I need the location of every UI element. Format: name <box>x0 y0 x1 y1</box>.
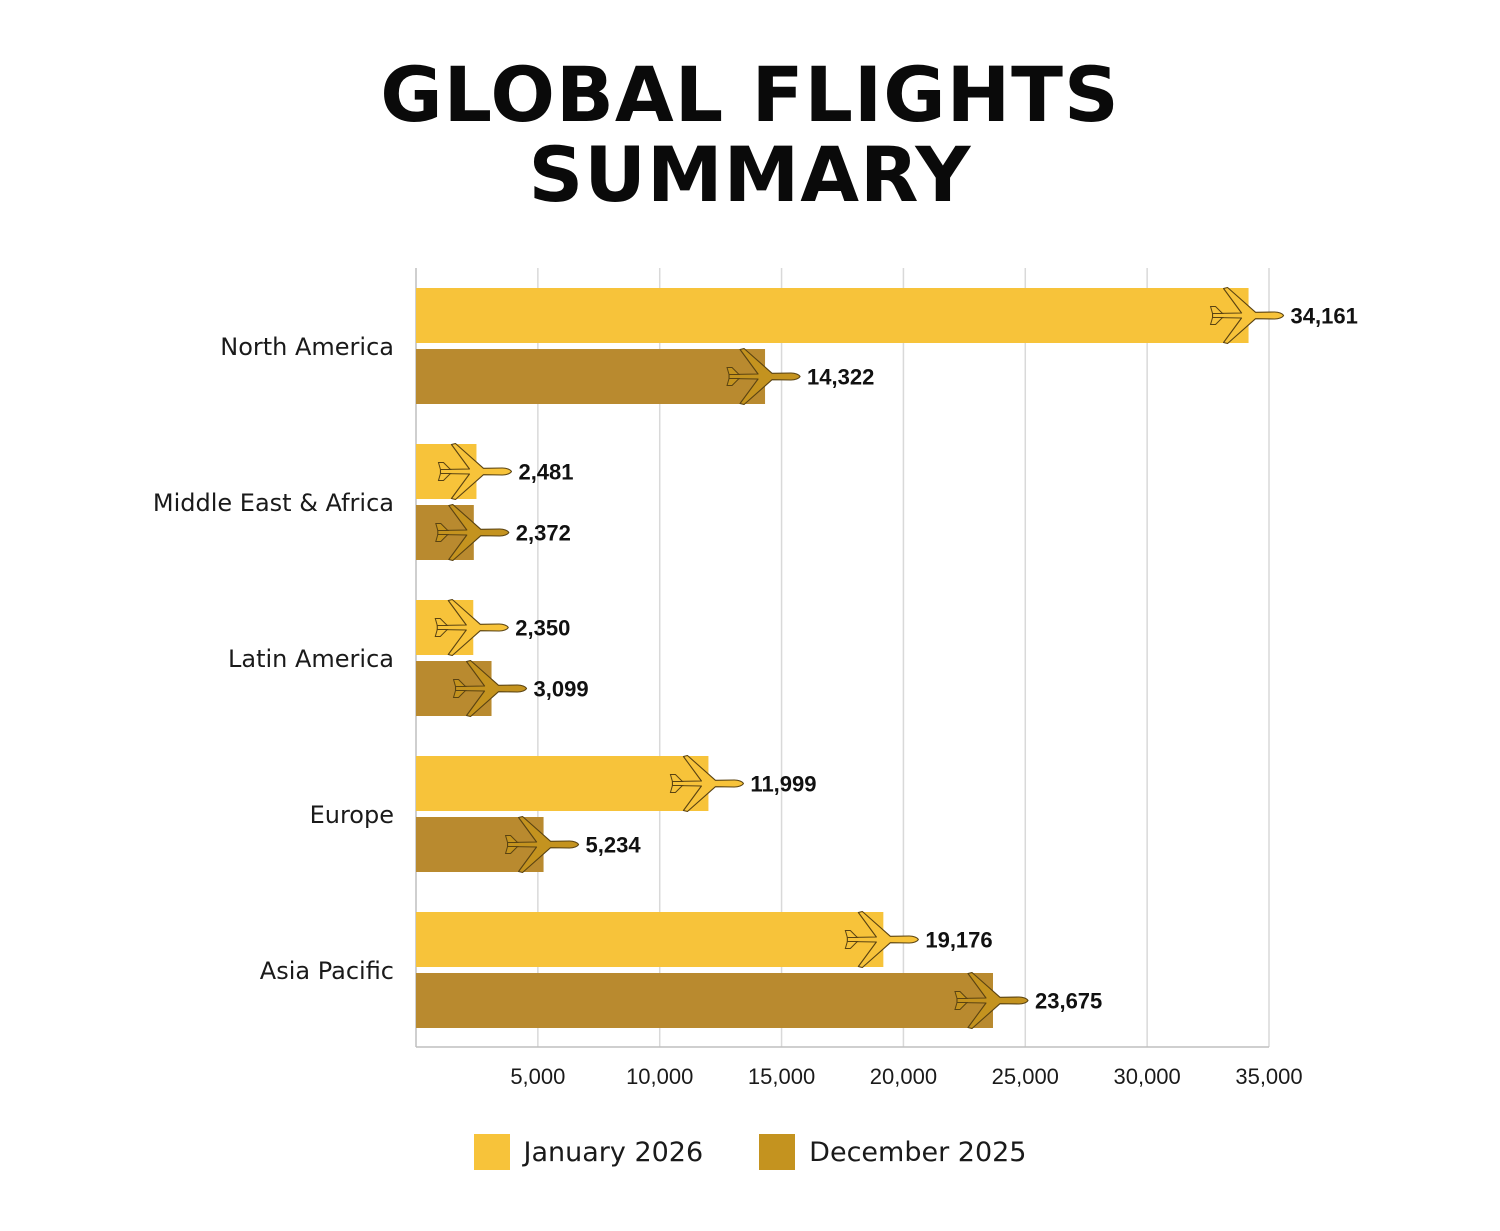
bar <box>416 288 1249 343</box>
title-line-2: SUMMARY <box>528 130 972 219</box>
data-label: 2,350 <box>515 616 570 641</box>
legend-swatch-january <box>473 1134 510 1170</box>
legend-label-january: January 2026 <box>523 1136 704 1168</box>
data-label: 19,176 <box>925 928 992 953</box>
airplane-icon <box>434 598 509 657</box>
data-label: 5,234 <box>586 833 642 858</box>
airplane-icon <box>954 971 1029 1030</box>
x-tick-label: 35,000 <box>1235 1064 1302 1089</box>
legend-swatch-december <box>759 1134 796 1170</box>
bar <box>416 973 993 1028</box>
airplane-icon <box>1209 286 1285 345</box>
airplane-icon <box>669 754 744 813</box>
category-label: North America <box>220 333 394 361</box>
title-line-1: GLOBAL FLIGHTS <box>380 50 1120 139</box>
data-label: 23,675 <box>1035 989 1102 1014</box>
x-tick-label: 20,000 <box>870 1064 937 1089</box>
legend-item-january: January 2026 <box>473 1134 704 1170</box>
data-label: 34,161 <box>1291 304 1358 329</box>
data-label: 3,099 <box>534 677 589 702</box>
legend-item-december: December 2025 <box>759 1134 1026 1170</box>
legend: January 2026 December 2025 <box>0 1134 1500 1170</box>
category-label: Asia Pacific <box>260 957 394 985</box>
category-label: Latin America <box>228 645 394 673</box>
x-tick-label: 30,000 <box>1113 1064 1180 1089</box>
bar <box>416 912 884 967</box>
bar-layer <box>416 286 1285 1030</box>
airplane-icon <box>437 442 513 501</box>
bar <box>416 349 766 404</box>
x-tick-label: 15,000 <box>748 1064 815 1089</box>
airplane-icon <box>726 347 801 406</box>
bar <box>416 756 709 811</box>
airplane-icon <box>452 659 528 718</box>
airplane-icon <box>504 815 580 874</box>
legend-label-december: December 2025 <box>809 1136 1027 1168</box>
x-tick-label: 5,000 <box>510 1064 565 1089</box>
label-layer: 5,000 10,000 15,000 20,000 25,000 30,000 35,00… <box>153 304 1358 1090</box>
airplane-icon <box>435 503 510 562</box>
data-label: 2,481 <box>518 460 573 485</box>
x-tick-label: 10,000 <box>626 1064 693 1089</box>
data-label: 14,322 <box>807 365 874 390</box>
chart-title: GLOBAL FLIGHTS SUMMARY <box>0 55 1500 215</box>
airplane-icon <box>844 910 919 969</box>
category-label: Middle East & Africa <box>153 489 394 517</box>
data-label: 11,999 <box>750 772 816 797</box>
x-tick-label: 25,000 <box>992 1064 1059 1089</box>
data-label: 2,372 <box>516 521 571 546</box>
category-label: Europe <box>310 801 394 829</box>
